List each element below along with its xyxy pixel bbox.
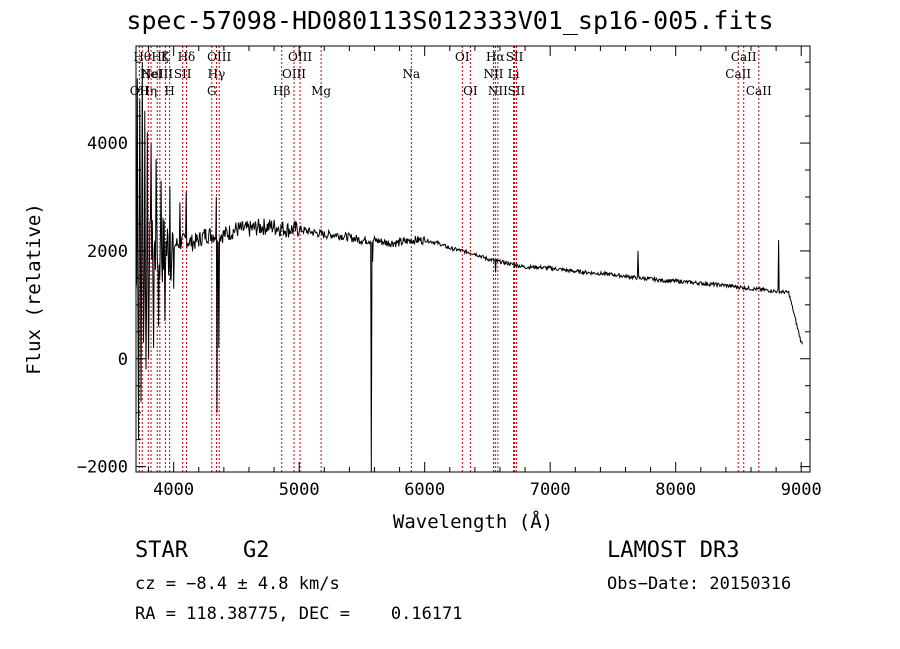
flux-series-line — [135, 62, 803, 473]
line-marker-label-3: HeI — [140, 67, 163, 81]
redshift-cz: cz = −8.4 ± 4.8 km/s — [135, 574, 340, 594]
line-marker-label-1: Hθ — [133, 50, 151, 64]
line-marker-label-15: OIII — [288, 50, 312, 64]
y-tick-label: 0 — [118, 350, 128, 370]
line-marker-label-19: OI — [463, 84, 478, 98]
line-marker-label-18: OI — [455, 50, 470, 64]
line-marker-label-20: NII — [483, 67, 503, 81]
x-tick-label: 5000 — [279, 480, 320, 500]
x-axis-ticks: 4000 5000 6000 7000 8000 9000 — [148, 46, 822, 500]
line-marker-label-8: SII — [174, 67, 192, 81]
line-markers — [138, 46, 760, 472]
line-marker-label-14: OIII — [282, 67, 306, 81]
line-marker-label-23: Li — [508, 67, 520, 81]
line-marker-label-12: OIII — [207, 50, 231, 64]
line-marker-label-7: H — [164, 84, 174, 98]
line-marker-label-9: Hδ — [178, 50, 196, 64]
line-marker-label-2: Hη — [139, 84, 157, 98]
line-marker-label-5: Hζ — [151, 50, 168, 64]
line-marker-label-6: K — [161, 50, 171, 64]
line-marker-label-25: SII — [508, 84, 526, 98]
object-class: G2 — [243, 538, 270, 563]
x-tick-label: 6000 — [404, 480, 445, 500]
y-tick-label: −2000 — [77, 458, 128, 478]
line-marker-label-24: SII — [506, 50, 524, 64]
line-marker-label-16: Mg — [311, 84, 331, 98]
x-tick-label: 7000 — [530, 480, 571, 500]
y-axis-label: Flux (relative) — [23, 203, 45, 375]
object-type: STAR — [135, 538, 188, 563]
observation-date: Obs−Date: 20150316 — [607, 574, 792, 594]
y-axis-ticks: −2000 0 2000 4000 — [77, 61, 810, 478]
line-marker-label-28: CaII — [746, 84, 772, 98]
ra-dec-coordinates: RA = 118.38775, DEC = 0.16171 — [135, 604, 463, 624]
line-marker-label-26: CaII — [725, 67, 751, 81]
survey-name: LAMOST DR3 — [607, 538, 740, 563]
line-marker-label-10: G — [207, 84, 217, 98]
line-marker-labels: OIIHθHηHeINeIIIHζKHSIIHδGHγOIIIHβOIIIOII… — [130, 50, 772, 98]
x-tick-label: 9000 — [781, 480, 822, 500]
plot-frame — [135, 45, 811, 473]
x-tick-label: 4000 — [153, 480, 194, 500]
line-marker-label-22: NII — [488, 84, 508, 98]
x-axis-label: Wavelength (Å) — [393, 510, 553, 533]
line-marker-label-0: OII — [130, 84, 150, 98]
line-marker-label-21: Hα — [486, 50, 505, 64]
chart-title: spec-57098-HD080113S012333V01_sp16-005.f… — [126, 6, 774, 35]
line-marker-label-17: Na — [403, 67, 421, 81]
line-marker-label-4: NeIII — [141, 67, 173, 81]
y-tick-label: 4000 — [87, 134, 128, 154]
line-marker-label-27: CaII — [731, 50, 757, 64]
x-tick-label: 8000 — [655, 480, 696, 500]
line-marker-label-13: Hβ — [273, 84, 290, 98]
y-tick-label: 2000 — [87, 242, 128, 262]
line-marker-label-11: Hγ — [208, 67, 226, 81]
